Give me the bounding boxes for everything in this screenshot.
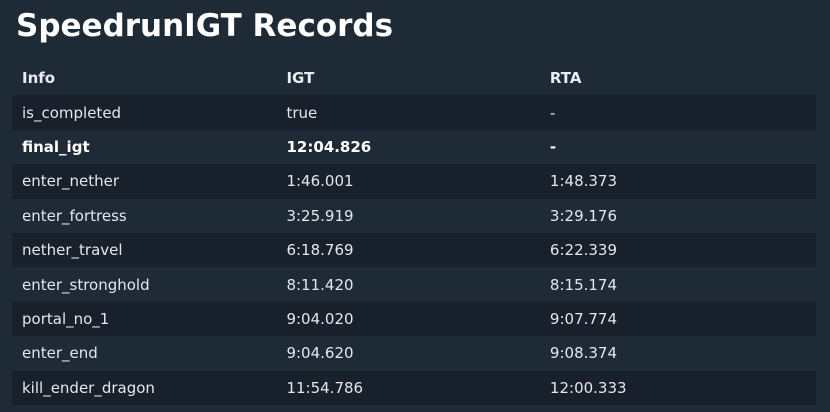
table-row: final_igt 12:04.826-: [12, 129, 816, 165]
cell-igt: 3:25.919: [276, 198, 540, 233]
table-row: enter_stronghold 8:11.420 8:15.174: [12, 267, 816, 302]
table-row: enter_fortress 3:25.919 3:29.176: [12, 198, 816, 233]
table-row: portal_no_1 9:04.020 9:07.774: [12, 301, 816, 337]
cell-rta: 8:15.174: [539, 267, 816, 302]
column-header-rta: RTA: [549, 69, 582, 88]
cell-igt: 12:04.826: [276, 129, 540, 165]
cell-igt: 6:18.769: [276, 232, 540, 268]
cell-info: nether_travel: [12, 232, 277, 268]
table-row: enter_nether 1:46.001 1:48.373: [12, 164, 816, 199]
cell-rta: -: [539, 95, 816, 130]
table-row: is_completed true -: [12, 95, 816, 130]
cell-info: enter_end: [12, 336, 277, 371]
cell-rta: 12:00.333: [539, 370, 816, 405]
cell-rta: 6:22.339: [539, 232, 816, 268]
cell-info: portal_no_1: [12, 301, 277, 337]
cell-igt: 11:54.786: [276, 370, 540, 405]
cell-info: final_igt: [12, 129, 277, 165]
cell-info: enter_nether: [12, 164, 277, 199]
table-header: Info IGT RTA: [12, 61, 816, 95]
cell-igt: true: [276, 95, 540, 130]
cell-info: kill_ender_dragon: [12, 370, 277, 405]
cell-igt: 9:04.020: [276, 301, 540, 337]
table-row: kill_ender_dragon 11:54.786 12:00.333: [12, 370, 816, 405]
cell-rta: 9:07.774: [539, 301, 816, 337]
cell-info: is_completed: [12, 95, 277, 130]
records-table: Info IGT RTA is_completed true - final_igt 1…: [12, 61, 816, 405]
header-row: Info IGT RTA: [12, 61, 816, 95]
cell-rta: 1:48.373: [539, 164, 816, 199]
cell-igt: 9:04.620: [276, 336, 540, 371]
cell-info: enter_stronghold: [12, 267, 277, 302]
table-body: is_completed true - final_igt 12:04.826- ente…: [12, 95, 816, 405]
page-title: SpeedrunIGT Records: [16, 8, 394, 44]
table-row: nether_travel 6:18.769 6:22.339: [12, 232, 816, 268]
cell-rta: 9:08.374: [539, 336, 816, 371]
column-header-info: Info: [22, 69, 56, 88]
column-header-igt: IGT: [286, 69, 315, 88]
cell-igt: 8:11.420: [276, 267, 540, 302]
cell-igt: 1:46.001: [276, 164, 540, 199]
table-row: enter_end 9:04.620 9:08.374: [12, 336, 816, 371]
cell-rta: 3:29.176: [539, 198, 816, 233]
cell-info: enter_fortress: [12, 198, 277, 233]
cell-rta: -: [539, 129, 816, 165]
